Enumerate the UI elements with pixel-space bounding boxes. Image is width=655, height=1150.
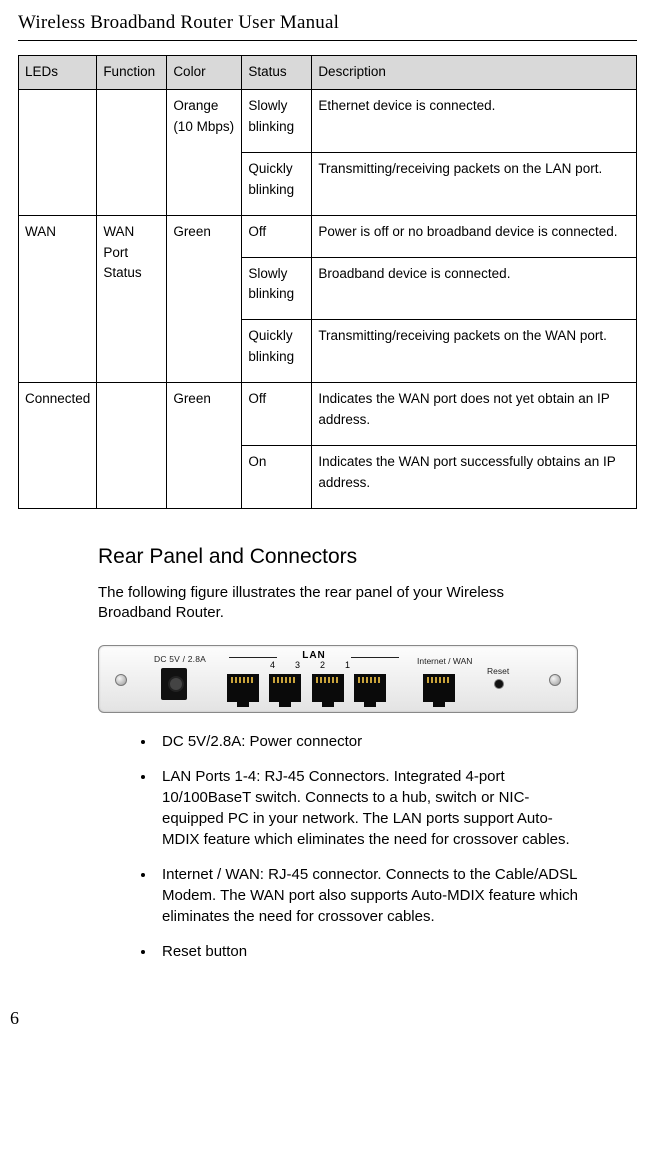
cell-func-blank	[97, 383, 167, 509]
document-title: Wireless Broadband Router User Manual	[18, 12, 637, 34]
connector-list: DC 5V/2.8A: Power connector LAN Ports 1-…	[98, 731, 578, 962]
cell-desc: Ethernet device is connected.	[312, 89, 637, 152]
cell-status: On	[242, 446, 312, 509]
cell-desc: Transmitting/receiving packets on the WA…	[312, 320, 637, 383]
cell-status: Quickly blinking	[242, 152, 312, 215]
internet-wan-label: Internet / WAN	[417, 656, 472, 666]
rear-panel-figure: DC 5V / 2.8A LAN 4321 Internet / WAN Res…	[98, 645, 578, 713]
panel-screw-icon	[115, 674, 127, 686]
th-description: Description	[312, 56, 637, 90]
page-number: 6	[10, 1008, 637, 1029]
list-item: LAN Ports 1-4: RJ-45 Connectors. Integra…	[156, 766, 578, 850]
cell-func-blank	[97, 89, 167, 215]
cell-leds-wan: WAN	[19, 215, 97, 383]
reset-hole-icon	[495, 680, 503, 688]
cell-color-green: Green	[167, 383, 242, 509]
cell-color-orange: Orange (10 Mbps)	[167, 89, 242, 215]
rj45-port-icon	[312, 674, 344, 702]
cell-color-green: Green	[167, 215, 242, 383]
dc-power-label: DC 5V / 2.8A	[154, 654, 206, 664]
title-underline	[18, 40, 637, 41]
cell-desc: Indicates the WAN port does not yet obta…	[312, 383, 637, 446]
rule-icon	[351, 657, 399, 658]
table-row: Connected Green Off Indicates the WAN po…	[19, 383, 637, 446]
lan-ports	[227, 674, 392, 702]
th-status: Status	[242, 56, 312, 90]
table-row: WAN WAN Port Status Green Off Power is o…	[19, 215, 637, 257]
cell-desc: Broadband device is connected.	[312, 257, 637, 320]
cell-status: Off	[242, 215, 312, 257]
rule-icon	[229, 657, 277, 658]
cell-desc: Transmitting/receiving packets on the LA…	[312, 152, 637, 215]
cell-status: Slowly blinking	[242, 257, 312, 320]
cell-func-wan: WAN Port Status	[97, 215, 167, 383]
cell-status: Slowly blinking	[242, 89, 312, 152]
section-heading: Rear Panel and Connectors	[98, 545, 578, 569]
th-function: Function	[97, 56, 167, 90]
lan-label-group: LAN 4321	[229, 650, 399, 670]
list-item: DC 5V/2.8A: Power connector	[156, 731, 578, 752]
table-row: Orange (10 Mbps) Slowly blinking Etherne…	[19, 89, 637, 152]
led-table: LEDs Function Color Status Description O…	[18, 55, 637, 509]
cell-leds-connected: Connected	[19, 383, 97, 509]
list-item: Internet / WAN: RJ-45 connector. Connect…	[156, 864, 578, 927]
cell-leds-blank	[19, 89, 97, 215]
rj45-port-icon	[227, 674, 259, 702]
cell-desc: Power is off or no broadband device is c…	[312, 215, 637, 257]
lan-port-numbers: 4321	[229, 660, 399, 670]
th-leds: LEDs	[19, 56, 97, 90]
rj45-port-icon	[269, 674, 301, 702]
cell-status: Off	[242, 383, 312, 446]
section-intro: The following figure illustrates the rea…	[98, 583, 578, 624]
list-item: Reset button	[156, 941, 578, 962]
cell-desc: Indicates the WAN port successfully obta…	[312, 446, 637, 509]
cell-status: Quickly blinking	[242, 320, 312, 383]
panel-screw-icon	[549, 674, 561, 686]
rj45-port-icon	[354, 674, 386, 702]
dc-jack-icon	[161, 668, 187, 700]
th-color: Color	[167, 56, 242, 90]
wan-port-icon	[423, 674, 455, 702]
reset-label: Reset	[487, 666, 509, 676]
